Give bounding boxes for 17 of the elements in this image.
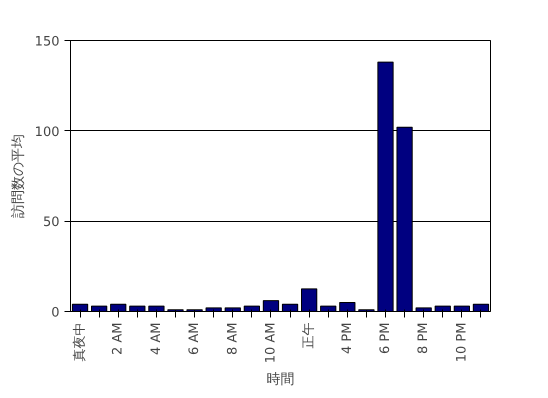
x-tick-label: 2 AM xyxy=(110,322,126,356)
y-tick-label: 100 xyxy=(34,124,60,140)
x-axis-title: 時間 xyxy=(266,371,294,388)
x-tick-label: 10 PM xyxy=(454,322,470,362)
x-tick-label: 4 PM xyxy=(340,322,355,354)
x-tick-label: 6 PM xyxy=(378,322,393,354)
x-tick-label: 8 AM xyxy=(225,322,240,356)
x-tick-label: 正午 xyxy=(302,322,317,348)
x-tick-label: 4 AM xyxy=(148,322,164,356)
y-tick-label: 0 xyxy=(51,306,60,320)
x-tick-label: 真夜中 xyxy=(72,322,88,362)
y-axis-title: 訪問数の平均 xyxy=(10,134,27,218)
x-tick-label: 10 AM xyxy=(263,322,278,364)
x-tick-label: 8 PM xyxy=(416,322,432,354)
y-tick-label: 50 xyxy=(42,215,60,230)
x-tick-label: 6 AM xyxy=(187,322,202,356)
y-tick-label: 150 xyxy=(34,34,60,50)
